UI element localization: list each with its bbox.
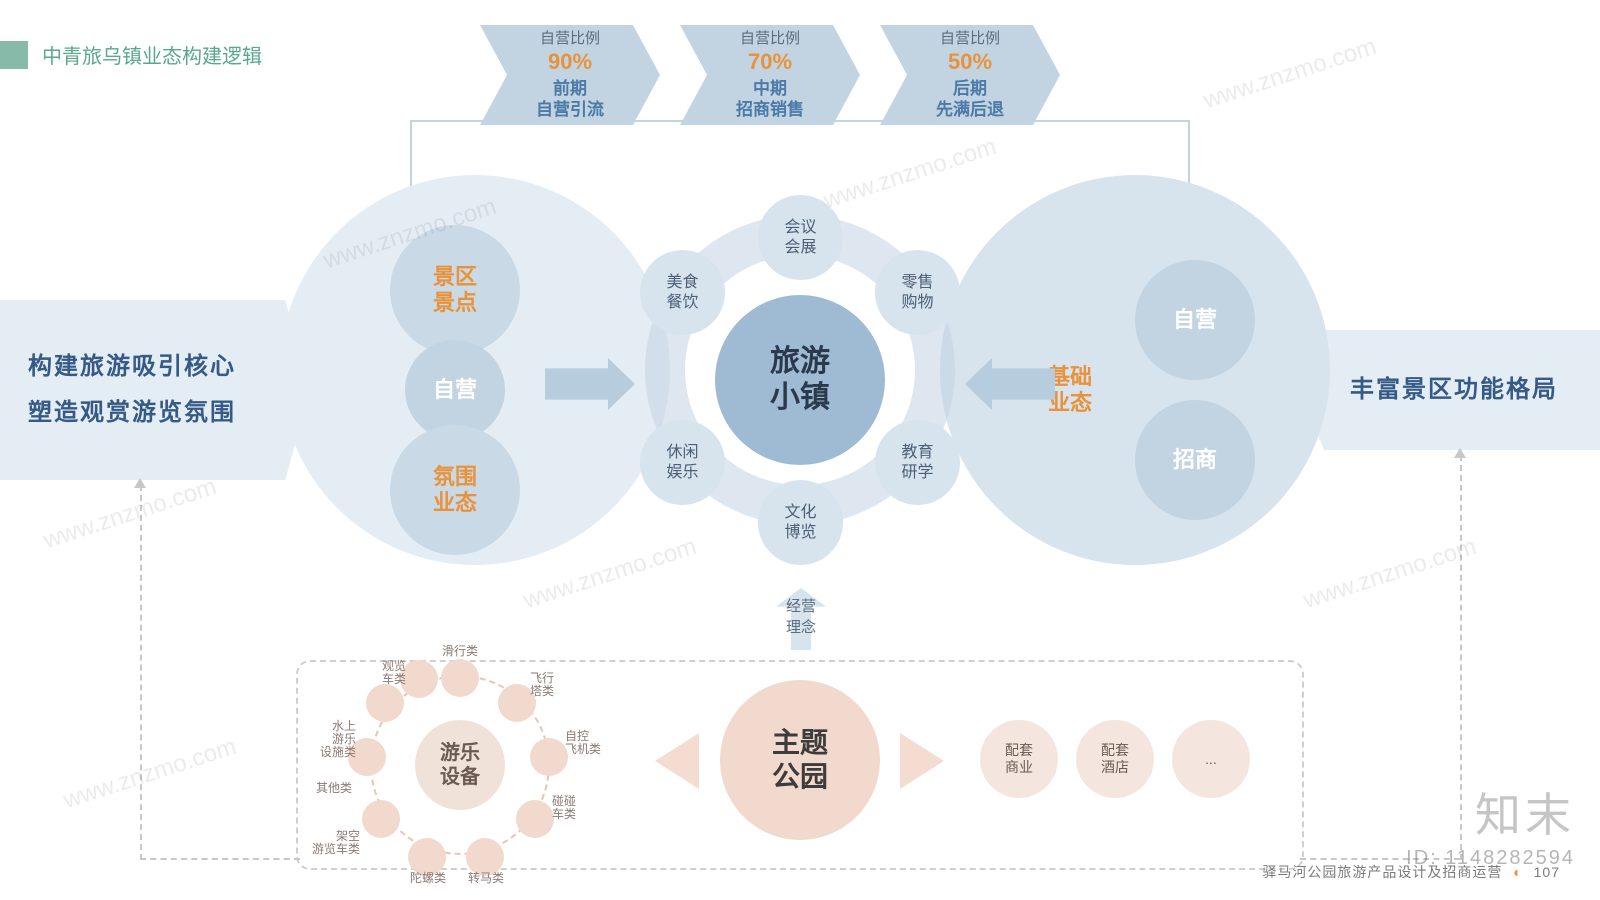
phase-bracket <box>410 120 1190 160</box>
right-up-node: 自营 <box>1135 260 1255 380</box>
dash-right-arrow <box>1454 448 1466 458</box>
left-band: 构建旅游吸引核心 塑造观赏游览氛围 <box>0 300 310 480</box>
right-dots: 配套 商业 配套 酒店 ... <box>980 720 1250 798</box>
dot-0: 配套 商业 <box>980 720 1058 798</box>
bead-6-lbl: 架空 游览车类 <box>300 830 360 856</box>
sat-2: 教育 研学 <box>875 420 960 505</box>
bead-7-lbl: 其他类 <box>292 782 352 795</box>
dot-1: 配套 酒店 <box>1076 720 1154 798</box>
bead-0 <box>441 659 479 697</box>
sat-5: 美食 餐饮 <box>640 250 725 335</box>
title-accent <box>0 41 28 69</box>
phase-1-name: 前期 自营引流 <box>536 78 604 121</box>
bead-8-lbl: 水上 游乐 设施类 <box>296 720 356 760</box>
bead-8 <box>366 684 404 722</box>
center-core: 旅游 小镇 <box>715 295 885 465</box>
wm-brand: 知末 <box>1475 779 1575 845</box>
wm-1: www.znzmo.com <box>40 473 220 555</box>
phase-1-top: 自营比例 <box>540 30 600 47</box>
wm-4: www.znzmo.com <box>1200 33 1380 115</box>
wm-5: www.znzmo.com <box>1300 533 1480 615</box>
slide-title: 中青旅乌镇业态构建逻辑 <box>0 40 262 69</box>
sat-4: 休闲 娱乐 <box>640 420 725 505</box>
title-text: 中青旅乌镇业态构建逻辑 <box>42 40 262 69</box>
right-band-text: 丰富景区功能格局 <box>1350 367 1600 413</box>
bead-2 <box>530 738 568 776</box>
bead-core: 游乐 设备 <box>415 720 505 810</box>
phase-3-top: 自营比例 <box>940 30 1000 47</box>
bead-4-lbl: 转马类 <box>456 872 516 885</box>
theme-tri-right <box>900 733 944 789</box>
dash-left-h <box>140 858 300 860</box>
bead-3 <box>516 800 554 838</box>
phase-1-pct: 90% <box>536 48 604 76</box>
bead-5-lbl: 陀螺类 <box>398 872 458 885</box>
link-label: 经营 理念 <box>776 595 826 637</box>
left-band-l1: 构建旅游吸引核心 <box>28 344 310 390</box>
sat-1: 零售 购物 <box>875 250 960 335</box>
left-bot-node: 氛围 业态 <box>390 425 520 555</box>
theme-tri-left <box>655 733 699 789</box>
wm-7: www.znzmo.com <box>60 733 240 815</box>
bead-6 <box>362 800 400 838</box>
dot-2: ... <box>1172 720 1250 798</box>
phase-3: 自营比例 50% 后期 先满后退 <box>880 25 1060 125</box>
dash-left-v <box>140 485 142 860</box>
phase-3-pct: 50% <box>936 48 1004 76</box>
dash-left-arrow <box>134 478 146 488</box>
sat-3: 文化 博览 <box>758 480 843 565</box>
phase-2: 自营比例 70% 中期 招商销售 <box>680 25 860 125</box>
dash-right-v <box>1460 455 1462 860</box>
phase-2-name: 中期 招商销售 <box>736 78 804 121</box>
right-dn-node: 招商 <box>1135 400 1255 520</box>
left-band-l2: 塑造观赏游览氛围 <box>28 390 310 436</box>
bead-3-lbl: 碰碰 车类 <box>552 795 612 821</box>
wm-id: ID: 1148282594 <box>1406 847 1575 870</box>
theme-park-core: 主题 公园 <box>720 680 880 840</box>
phase-3-name: 后期 先满后退 <box>936 78 1004 121</box>
phase-2-top: 自营比例 <box>740 30 800 47</box>
phase-1: 自营比例 90% 前期 自营引流 <box>480 25 660 125</box>
bead-1-lbl: 飞行 塔类 <box>530 672 590 698</box>
phase-2-pct: 70% <box>736 48 804 76</box>
bead-9-lbl: 观览 车类 <box>346 660 406 686</box>
bead-2-lbl: 自控 飞机类 <box>565 730 625 756</box>
bead-0-lbl: 滑行类 <box>430 645 490 658</box>
right-band: 丰富景区功能格局 <box>1300 330 1600 450</box>
